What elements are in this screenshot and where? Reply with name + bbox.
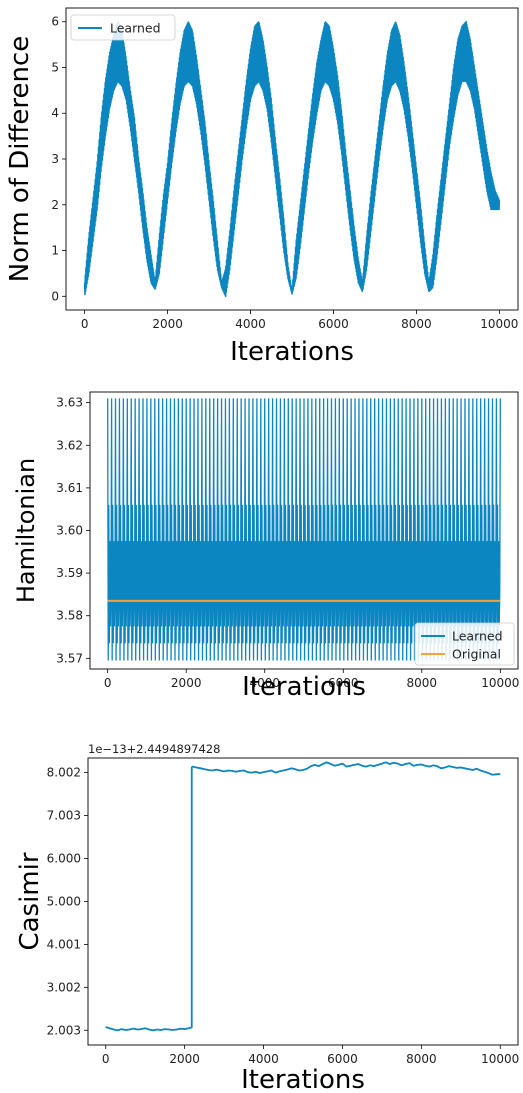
y-tick-label: 3.60 xyxy=(56,524,83,538)
series-line-learned xyxy=(83,20,501,298)
x-tick-label: 10000 xyxy=(480,317,518,331)
y-tick-label: 3.002 xyxy=(47,980,81,994)
x-tick-label: 2000 xyxy=(169,1052,200,1066)
x-axis-label: Iterations xyxy=(242,672,366,702)
y-tick-label: 5.000 xyxy=(47,895,81,909)
x-tick-label: 6000 xyxy=(328,676,359,690)
x-tick-label: 10000 xyxy=(481,676,519,690)
x-tick-label: 2000 xyxy=(152,317,183,331)
x-tick-label: 10000 xyxy=(481,1052,519,1066)
x-axis-label: Iterations xyxy=(230,337,354,367)
y-tick-label: 6.000 xyxy=(47,852,81,866)
x-tick-label: 6000 xyxy=(327,1052,358,1066)
y-tick-label: 6 xyxy=(51,15,59,29)
x-tick-label: 0 xyxy=(102,1052,110,1066)
legend-label-original: Original xyxy=(452,647,501,662)
y-tick-label: 3.59 xyxy=(56,566,83,580)
series-line-learned xyxy=(107,398,501,661)
legend-label-learned: Learned xyxy=(452,629,503,644)
y-axis-label: Hamiltonian xyxy=(12,458,40,603)
y-tick-label: 3.57 xyxy=(56,651,83,665)
y-tick-label: 5 xyxy=(51,60,59,74)
x-tick-label: 2000 xyxy=(171,676,202,690)
y-tick-label: 2 xyxy=(51,198,59,212)
x-tick-label: 0 xyxy=(81,317,89,331)
legend-label-learned: Learned xyxy=(110,21,161,36)
y-tick-label: 8.002 xyxy=(47,766,81,780)
x-tick-label: 0 xyxy=(104,676,112,690)
x-tick-label: 6000 xyxy=(318,317,349,331)
casimir-chart: 0 2000 4000 6000 8000 10000 2.003 3.002 4.001 5.0… xyxy=(15,742,519,1093)
y-axis-label: Casimir xyxy=(15,852,45,950)
legend: Learned xyxy=(70,14,176,41)
axes-frame xyxy=(89,391,519,670)
y-tick-label: 1 xyxy=(51,244,59,258)
y-axis-label: Norm of Difference xyxy=(5,36,35,283)
legend-box xyxy=(70,14,176,41)
norm-difference-chart: 0 2000 4000 6000 8000 10000 0 1 2 3 4 5 6 Iterations N… xyxy=(5,7,519,367)
y-tick-label: 3.58 xyxy=(56,609,83,623)
hamiltonian-chart: 0 2000 4000 6000 8000 10000 3.57 3.58 3.59 3.60 3.… xyxy=(12,391,519,702)
legend: Learned Original xyxy=(414,622,515,666)
x-tick-label: 4000 xyxy=(235,317,266,331)
y-tick-label: 3.62 xyxy=(56,438,83,452)
x-tick-label: 8000 xyxy=(406,1052,437,1066)
y-tick-label: 3.61 xyxy=(56,481,83,495)
x-tick-label: 4000 xyxy=(248,1052,279,1066)
series-line-casimir xyxy=(105,761,501,1032)
y-tick-label: 3 xyxy=(51,152,59,166)
y-tick-label: 4 xyxy=(51,106,59,120)
axes-frame xyxy=(65,7,519,311)
y-tick-label: 7.003 xyxy=(47,808,81,822)
x-tick-label: 8000 xyxy=(401,317,432,331)
x-tick-label: 8000 xyxy=(407,676,438,690)
x-tick-label: 4000 xyxy=(249,676,280,690)
axes-frame xyxy=(87,757,519,1046)
y-tick-label: 0 xyxy=(51,289,59,303)
y-tick-label: 4.001 xyxy=(47,937,81,951)
y-tick-label: 3.63 xyxy=(56,396,83,410)
axis-offset-label: 1e−13+2.4494897428 xyxy=(88,742,220,756)
x-axis-label: Iterations xyxy=(241,1065,365,1093)
y-tick-label: 2.003 xyxy=(47,1023,81,1037)
